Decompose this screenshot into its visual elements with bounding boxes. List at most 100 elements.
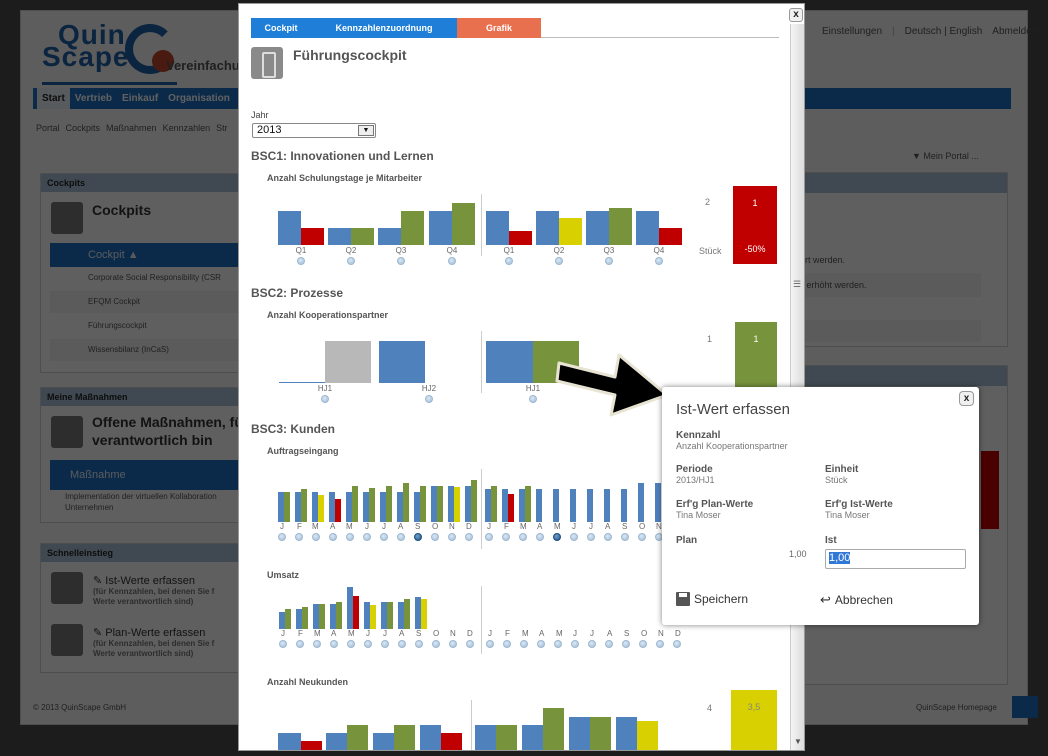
period-dot[interactable] (587, 533, 595, 541)
scroll-down-icon[interactable]: ▼ (794, 737, 802, 746)
period-dot[interactable] (656, 640, 664, 648)
period-dot[interactable] (465, 533, 473, 541)
period-dot[interactable] (502, 533, 510, 541)
status-box[interactable]: 3,5 (731, 690, 777, 750)
kpi-title: Anzahl Neukunden (267, 677, 349, 687)
period-dot[interactable] (622, 640, 630, 648)
period-dot[interactable] (432, 640, 440, 648)
period-dot[interactable] (364, 640, 372, 648)
period-dot[interactable] (605, 257, 613, 265)
period-dot[interactable] (279, 640, 287, 648)
period-dot[interactable] (449, 640, 457, 648)
period-dot[interactable] (536, 533, 544, 541)
section-title: BSC3: Kunden (251, 422, 335, 436)
period-dot[interactable] (347, 640, 355, 648)
period-dot[interactable] (519, 533, 527, 541)
period-dot[interactable] (295, 533, 303, 541)
period-dot[interactable] (347, 257, 355, 265)
plan-value: 1 (707, 334, 713, 344)
year-label: Jahr (251, 110, 269, 120)
plan-label: Plan (676, 535, 698, 546)
annotation-arrow-icon (555, 353, 669, 417)
period-dot[interactable] (554, 640, 562, 648)
period-dot[interactable] (397, 533, 405, 541)
period-dot[interactable] (448, 257, 456, 265)
plan-value: 2 (705, 197, 711, 207)
period-dot[interactable] (570, 533, 578, 541)
period-dot[interactable] (503, 640, 511, 648)
period-dot[interactable] (363, 533, 371, 541)
period-dot[interactable] (485, 533, 493, 541)
period-dot[interactable] (448, 533, 456, 541)
period-dot[interactable] (605, 640, 613, 648)
period-dot[interactable] (380, 533, 388, 541)
period-dot[interactable] (529, 395, 537, 403)
kpi-title: Umsatz (267, 570, 300, 580)
period-dot[interactable] (346, 533, 354, 541)
period-dot[interactable] (520, 640, 528, 648)
dialog-close-button[interactable]: x (959, 391, 974, 406)
period-dot[interactable] (278, 533, 286, 541)
modal-tabs: Cockpit Kennzahlenzuordnung Grafik (251, 18, 779, 38)
kpi-title: Anzahl Kooperationspartner (267, 310, 389, 320)
period-dot[interactable] (398, 640, 406, 648)
kpi-title: Anzahl Schulungstage je Mitarbeiter (267, 173, 423, 183)
ist-label: Ist (825, 535, 837, 546)
einheit-field: Einheit Stück (825, 464, 859, 485)
period-dot[interactable] (321, 395, 329, 403)
return-arrow-icon: ↩ (820, 592, 831, 607)
period-dot[interactable] (673, 640, 681, 648)
save-button[interactable]: Speichern (676, 592, 748, 606)
tab-cockpit[interactable]: Cockpit (251, 18, 311, 38)
period-dot[interactable] (588, 640, 596, 648)
ist-input[interactable]: 1,00 (825, 549, 966, 569)
period-dot-selected[interactable] (553, 533, 561, 541)
period-dot[interactable] (381, 640, 389, 648)
period-dot[interactable] (486, 640, 494, 648)
period-dot[interactable] (604, 533, 612, 541)
floppy-disk-icon (676, 592, 690, 606)
year-select[interactable]: 2013 ▼ (252, 123, 376, 138)
period-dot[interactable] (312, 533, 320, 541)
period-dot[interactable] (505, 257, 513, 265)
cockpit-modal: Cockpit Kennzahlenzuordnung Grafik Führu… (238, 3, 805, 751)
period-dot[interactable] (655, 257, 663, 265)
period-dot[interactable] (313, 640, 321, 648)
unit-label: Stück (699, 246, 722, 256)
tab-grafik[interactable]: Grafik (457, 18, 541, 38)
section-title: BSC2: Prozesse (251, 286, 344, 300)
status-box[interactable]: 1 (735, 322, 777, 392)
modal-close-button[interactable]: x (789, 8, 803, 22)
period-dot[interactable] (537, 640, 545, 648)
ist-wert-dialog: x Ist-Wert erfassen Kennzahl Anzahl Koope… (662, 387, 979, 625)
period-dot[interactable] (639, 640, 647, 648)
period-dot[interactable] (415, 640, 423, 648)
chevron-down-icon[interactable]: ▼ (358, 125, 374, 136)
kennzahl-field: Kennzahl Anzahl Kooperationspartner (676, 430, 788, 451)
period-dot[interactable] (431, 533, 439, 541)
period-dot[interactable] (297, 257, 305, 265)
dialog-title: Ist-Wert erfassen (676, 401, 790, 418)
period-dot-selected[interactable] (414, 533, 422, 541)
period-dot[interactable] (329, 533, 337, 541)
period-dot[interactable] (397, 257, 405, 265)
period-dot[interactable] (638, 533, 646, 541)
kpi-title: Auftragseingang (267, 446, 339, 456)
period-dot[interactable] (555, 257, 563, 265)
scroll-grip-icon[interactable]: ☰ (793, 279, 802, 289)
period-dot[interactable] (466, 640, 474, 648)
period-dot[interactable] (296, 640, 304, 648)
period-dot[interactable] (621, 533, 629, 541)
page-title: Führungscockpit (293, 47, 407, 63)
section-title: BSC1: Innovationen und Lernen (251, 149, 434, 163)
cancel-button[interactable]: ↩ Abbrechen (820, 592, 893, 607)
tab-kennzahlenzuordnung[interactable]: Kennzahlenzuordnung (311, 18, 457, 38)
period-dot[interactable] (571, 640, 579, 648)
plan-werte-field: Erf'g Plan-Werte Tina Moser (676, 499, 754, 520)
plan-value: 4 (707, 703, 713, 713)
plan-value: 1,00 (789, 549, 807, 559)
period-dot[interactable] (330, 640, 338, 648)
status-box[interactable]: 1 -50% (733, 186, 777, 264)
period-dot[interactable] (425, 395, 433, 403)
ist-werte-field: Erf'g Ist-Werte Tina Moser (825, 499, 893, 520)
